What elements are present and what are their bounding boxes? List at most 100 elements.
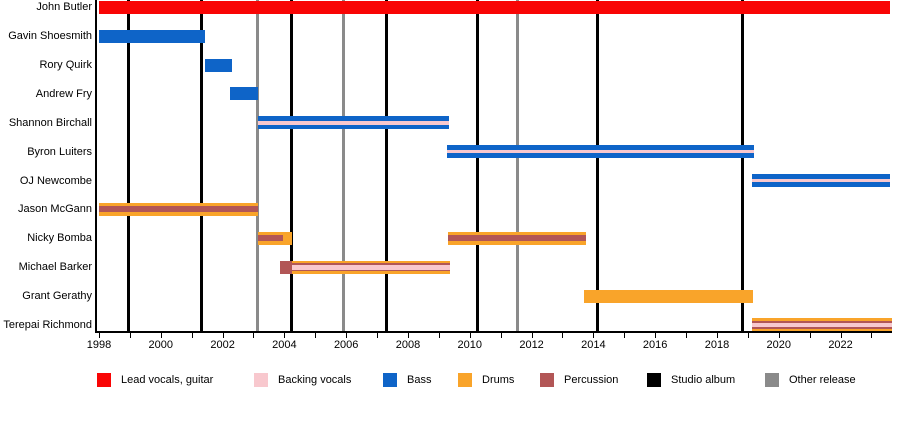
bass-layer [99,29,205,43]
backing-layer [751,322,892,328]
legend-item: Other release [765,373,856,387]
axis-tick [655,333,657,338]
drums-layer [99,202,258,207]
member-bar [584,289,754,303]
other-release-line [515,0,519,331]
drums-layer [751,318,892,321]
axis-tick [284,333,286,338]
studio-album-line [385,0,389,331]
axis-tick [562,333,564,338]
axis-tick [809,333,811,338]
axis-tick [747,333,749,338]
legend-label: Bass [407,374,432,386]
legend-label: Percussion [564,374,619,386]
axis-tick [624,333,626,338]
member-bar [751,174,890,188]
axis-tick [500,333,502,338]
legend-item: Drums [458,373,514,387]
drums-layer [257,231,283,236]
row-label: OJ Newcombe [19,174,92,187]
row-label: Gavin Shoesmith [8,30,92,43]
axis-tick [160,333,162,338]
row-label: Andrew Fry [35,87,92,100]
axis-tick [871,333,873,338]
studio-album-line [200,0,204,331]
axis-tick [315,333,317,338]
drums-layer [584,289,754,303]
legend-item: Percussion [540,373,618,387]
studio-album-line [595,0,599,331]
y-axis [95,0,97,333]
bass-layer [257,116,449,121]
bass-layer [230,87,258,101]
perc-layer [279,260,292,274]
bass-layer [751,174,890,179]
lead-layer [99,0,890,14]
axis-tick-label: 2022 [828,339,853,351]
axis-tick-label: 2018 [704,339,730,351]
backing-layer [257,120,449,125]
axis-tick [253,333,255,338]
row-label: Michael Barker [18,261,92,274]
perc-layer [257,235,283,242]
legend-label: Lead vocals, guitar [121,374,214,386]
row-label: Byron Luiters [27,145,92,158]
legend-label: Backing vocals [278,374,352,386]
row-label: John Butler [36,1,92,14]
axis-tick-label: 2004 [272,339,297,351]
bass-legend-swatch [383,373,397,387]
legend-label: Studio album [671,374,736,386]
bass-layer [204,58,232,72]
axis-tick-label: 2006 [333,339,359,351]
axis-tick-label: 1998 [86,339,112,351]
drums-layer [751,329,892,332]
axis-tick [716,333,718,338]
axis-tick-label: 2012 [519,339,544,351]
drums-layer [99,212,258,216]
perc-layer [99,206,258,213]
axis-tick [222,333,224,338]
other-legend-swatch [765,373,779,387]
row-label: Shannon Birchall [8,116,92,129]
studio-album-line [476,0,479,331]
axis-tick [407,333,409,338]
axis-tick-label: 2020 [766,339,791,351]
drums-layer [291,260,450,264]
perc-layer [447,235,586,242]
member-bar [751,318,892,332]
member-bar [291,260,450,274]
axis-tick [686,333,688,338]
member-bar [446,145,755,159]
member-bar [447,231,586,245]
member-bar [257,231,283,245]
axis-tick [469,333,471,338]
other-release-line [256,0,260,331]
member-bar [204,58,232,72]
row-label: Grant Gerathy [22,290,92,303]
perc-layer [291,269,450,272]
axis-tick [99,333,100,338]
perc-layer [291,263,450,265]
perc-layer [751,320,892,323]
x-axis-line [95,331,892,333]
bass-layer [257,124,449,130]
axis-tick-label: 2008 [395,339,421,351]
member-bar [279,260,292,274]
legend-item: Studio album [647,373,735,387]
member-bar [99,0,890,14]
album-legend-swatch [647,373,661,387]
axis-tick-label: 2010 [457,339,483,351]
axis-tick-label: 2014 [581,339,606,351]
axis-tick-label: 2016 [642,339,668,351]
axis-tick [346,333,348,338]
backing-layer [446,149,755,154]
axis-tick [593,333,595,338]
axis-tick [191,333,193,338]
drums-layer [447,241,586,245]
perc-layer [751,327,892,330]
studio-album-line [126,0,130,331]
legend-label: Other release [789,374,856,386]
studio-album-line [740,0,744,331]
bass-layer [446,153,755,159]
